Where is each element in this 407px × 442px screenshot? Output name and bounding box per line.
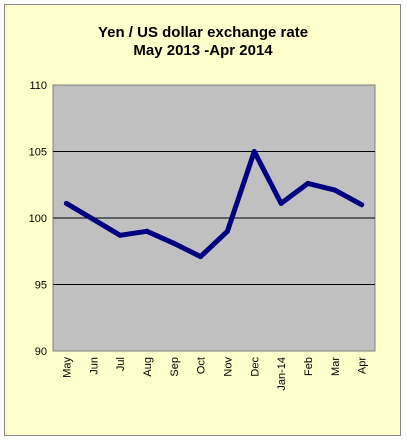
data-point xyxy=(305,180,311,186)
data-point xyxy=(90,216,96,222)
x-tick-label: Dec xyxy=(249,357,261,377)
chart-subtitle: May 2013 -Apr 2014 xyxy=(133,42,273,59)
data-point xyxy=(251,149,257,154)
chart-title: Yen / US dollar exchange rate xyxy=(98,24,308,41)
data-point xyxy=(198,254,204,260)
data-point xyxy=(63,200,69,206)
x-tick-label: Oct xyxy=(196,357,208,374)
y-tick-label: 95 xyxy=(35,280,47,292)
x-tick-label: Aug xyxy=(142,357,154,377)
x-tick-label: Sep xyxy=(169,357,181,377)
x-tick-label: Jan-14 xyxy=(276,357,288,391)
data-point xyxy=(224,228,230,234)
y-tick-label: 105 xyxy=(29,147,47,159)
y-tick-label: 90 xyxy=(35,346,47,358)
data-point xyxy=(278,200,284,206)
x-axis-tick-labels: May Jun Jul Aug Sep Oct Nov Dec Jan-14 Feb Mar Apr xyxy=(61,357,368,391)
data-point xyxy=(171,240,177,246)
data-point xyxy=(117,232,123,238)
y-axis-tick-labels: 90 95 100 105 110 xyxy=(29,80,47,358)
x-tick-label: Jul xyxy=(115,357,127,371)
x-tick-label: Apr xyxy=(357,357,369,374)
data-point xyxy=(359,202,365,208)
y-tick-label: 100 xyxy=(29,213,47,225)
y-tick-label: 110 xyxy=(29,80,47,92)
x-tick-label: Feb xyxy=(303,357,315,376)
x-tick-label: Mar xyxy=(330,357,342,376)
series-layer xyxy=(63,149,365,260)
gridlines xyxy=(53,151,375,285)
x-tick-label: Nov xyxy=(222,357,234,377)
x-tick-label: May xyxy=(61,357,73,378)
x-tick-label: Jun xyxy=(88,357,100,375)
series-line xyxy=(63,149,365,260)
data-point xyxy=(332,187,338,193)
data-point xyxy=(144,228,150,234)
